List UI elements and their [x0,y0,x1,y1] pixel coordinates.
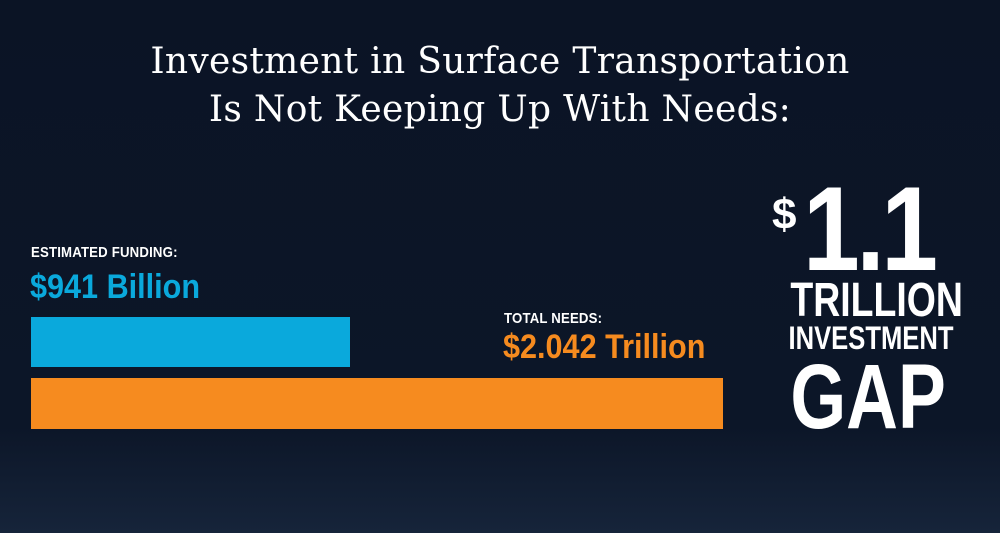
gap-unit: TRILLION [790,274,963,327]
gap-subtitle: INVESTMENT [788,320,954,356]
gap-amount: 1.1 [803,162,938,296]
title-line-2: Is Not Keeping Up With Needs: [208,89,792,130]
funding-bar [31,317,350,367]
title-line-1: Investment in Surface Transportation [150,41,850,82]
needs-value-label: $2.042 Trillion [503,328,706,366]
needs-bar [31,378,723,429]
gap-word: GAP [790,346,946,448]
gap-dollar-sign: $ [772,190,797,239]
chart-title: Investment in Surface Transportation Is … [0,38,1000,134]
funding-value-label: $941 Billion [30,268,201,306]
needs-label: TOTAL NEEDS: [504,310,603,327]
funding-label: ESTIMATED FUNDING: [31,244,178,261]
